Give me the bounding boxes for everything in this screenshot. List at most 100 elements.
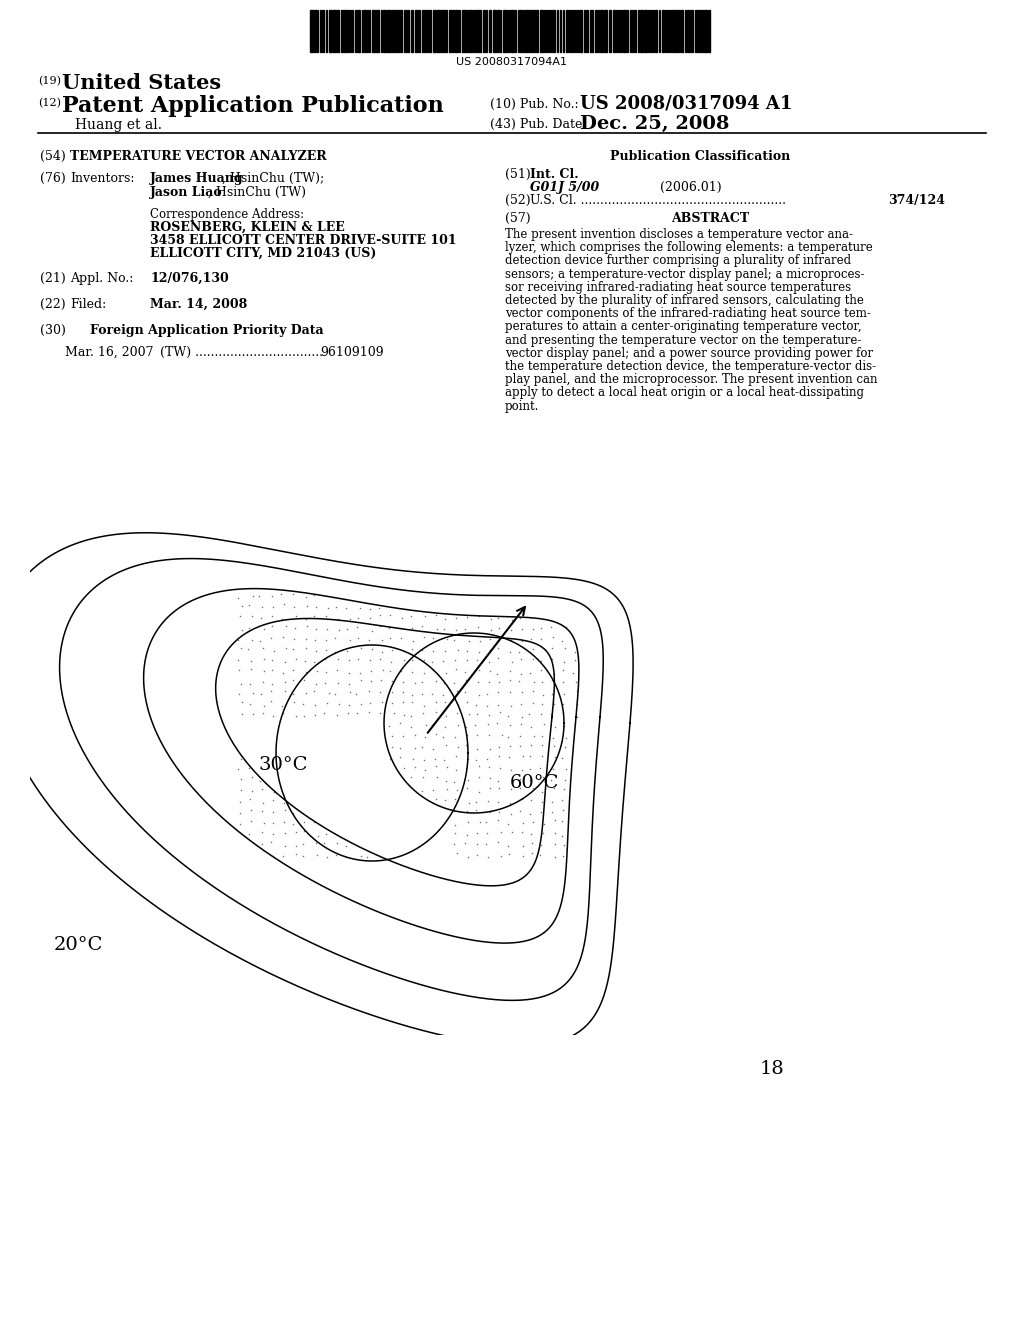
Point	[415, 767, 431, 788]
Point	[437, 735, 454, 756]
Point	[502, 681, 518, 702]
Text: Jason Liao: Jason Liao	[150, 186, 222, 199]
Point	[524, 812, 541, 833]
Point	[446, 822, 463, 843]
Point	[545, 627, 561, 648]
Point	[435, 651, 452, 672]
Point	[251, 586, 267, 607]
Point	[331, 619, 347, 640]
Point	[288, 648, 304, 669]
Point	[437, 692, 454, 713]
Bar	[681, 11, 683, 51]
Point	[233, 692, 250, 713]
Point	[263, 606, 280, 627]
Text: 60°C: 60°C	[510, 774, 559, 792]
Point	[480, 791, 497, 812]
Point	[371, 597, 387, 618]
Point	[459, 606, 475, 627]
Text: (57): (57)	[505, 213, 530, 224]
Bar	[411, 11, 413, 51]
Point	[318, 822, 335, 843]
Text: the temperature detection device, the temperature-vector dis-: the temperature detection device, the te…	[505, 360, 877, 374]
Point	[264, 673, 281, 694]
Point	[307, 694, 324, 715]
Point	[447, 746, 464, 767]
Point	[447, 726, 464, 747]
Bar	[697, 11, 699, 51]
Point	[500, 705, 516, 726]
Point	[547, 746, 563, 767]
Point	[436, 609, 453, 630]
Point	[558, 727, 574, 748]
Bar	[455, 11, 458, 51]
Bar	[394, 11, 396, 51]
Point	[318, 846, 335, 867]
Point	[407, 672, 423, 693]
Point	[482, 738, 499, 759]
Point	[503, 759, 519, 780]
Point	[489, 832, 506, 853]
Point	[295, 821, 311, 842]
Point	[321, 682, 337, 704]
Point	[245, 586, 261, 607]
Point	[482, 619, 499, 640]
Point	[468, 694, 484, 715]
Point	[384, 692, 400, 713]
Point	[500, 813, 516, 834]
Point	[503, 630, 519, 651]
Point	[424, 714, 440, 735]
Text: Foreign Application Priority Data: Foreign Application Priority Data	[90, 323, 324, 337]
Point	[521, 663, 538, 684]
Point	[331, 693, 347, 714]
Point	[554, 631, 570, 652]
Point	[447, 659, 464, 680]
Text: , HsinChu (TW): , HsinChu (TW)	[208, 186, 306, 199]
Point	[469, 649, 485, 671]
Point	[385, 702, 401, 723]
Point	[447, 759, 464, 780]
Point	[252, 631, 268, 652]
Point	[381, 715, 397, 737]
Point	[543, 704, 559, 725]
Bar	[433, 11, 436, 51]
Point	[523, 832, 540, 853]
Point	[532, 845, 549, 866]
Point	[425, 640, 441, 661]
Point	[481, 801, 498, 822]
Point	[439, 756, 456, 777]
Point	[241, 824, 257, 845]
Point	[449, 780, 465, 801]
Point	[395, 758, 412, 779]
Point	[254, 834, 270, 855]
Point	[556, 715, 572, 737]
Bar	[566, 11, 568, 51]
Point	[392, 746, 409, 767]
Point	[547, 693, 563, 714]
Point	[242, 788, 258, 809]
Point	[395, 681, 412, 702]
Point	[328, 684, 344, 705]
Point	[288, 705, 304, 726]
Point	[489, 648, 506, 669]
Point	[437, 663, 454, 684]
Point	[547, 717, 563, 738]
Point	[414, 684, 430, 705]
Point	[554, 747, 570, 768]
Point	[469, 822, 485, 843]
Point	[375, 660, 391, 681]
Point	[391, 738, 408, 759]
Point	[532, 660, 549, 681]
Point	[428, 618, 444, 639]
Point	[471, 642, 487, 663]
Point	[256, 619, 272, 640]
Point	[523, 789, 540, 810]
Point	[546, 663, 562, 684]
Bar	[586, 11, 588, 51]
Point	[372, 616, 388, 638]
Point	[489, 694, 506, 715]
Point	[567, 642, 584, 663]
Point	[522, 770, 539, 791]
Point	[307, 630, 324, 651]
Point	[374, 692, 390, 713]
Point	[278, 638, 294, 659]
